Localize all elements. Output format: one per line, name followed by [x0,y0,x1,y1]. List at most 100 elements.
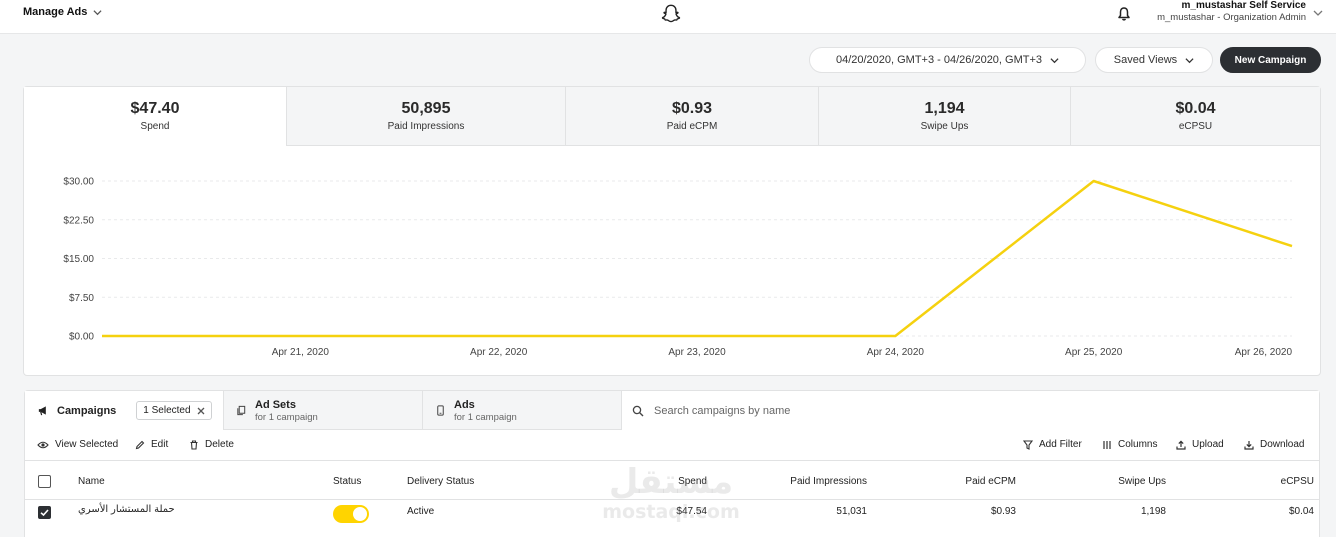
paid-impressions-value: 51,031 [836,506,867,517]
column-header-delivery-status[interactable]: Delivery Status [407,476,475,487]
kpi-value: $47.40 [130,100,180,117]
kpi-tabs: $47.40 Spend 50,895 Paid Impressions $0.… [24,87,1320,146]
upload-icon [1176,440,1186,450]
search-input[interactable] [654,404,1054,417]
column-header-ecpsu[interactable]: eCPSU [1280,476,1314,487]
phone-icon [437,405,444,416]
bell-icon[interactable] [1116,6,1132,22]
edit-button[interactable]: Edit [135,439,168,450]
account-menu[interactable]: m_mustashar Self Service m_mustashar - O… [1157,0,1306,24]
view-selected-button[interactable]: View Selected [37,439,118,450]
kpi-label: Paid eCPM [666,121,718,132]
saved-views-dropdown[interactable]: Saved Views [1095,47,1213,73]
kpi-paid-ecpm[interactable]: $0.93 Paid eCPM [565,87,818,146]
kpi-swipe-ups[interactable]: 1,194 Swipe Ups [818,87,1070,146]
top-bar: Manage Ads m_mustashar Self Service m_mu… [0,0,1336,34]
tab-ads-subtitle: for 1 campaign [454,411,517,423]
upload-button[interactable]: Upload [1176,439,1224,450]
kpi-spend[interactable]: $47.40 Spend [24,87,286,146]
selected-count-label: 1 Selected [143,405,191,416]
new-campaign-button[interactable]: New Campaign [1220,47,1321,73]
y-tick-label: $7.50 [69,293,94,304]
search-icon [632,405,644,416]
account-organization: m_mustashar - Organization Admin [1157,12,1306,23]
spend-line-chart: $0.00 $7.50 $15.00 $22.50 $30.00 Apr 21, 2020… [63,177,1293,359]
view-selected-label: View Selected [55,439,119,450]
manage-ads-menu[interactable]: Manage Ads [23,6,102,18]
tab-campaigns[interactable]: Campaigns 1 Selected [25,391,224,430]
trash-icon [190,439,198,450]
ecpsu-value: $0.04 [1288,506,1314,517]
x-tick-label: Apr 21, 2020 [272,347,330,358]
download-button[interactable]: Download [1244,439,1304,450]
tab-ad-sets-label: Ad Sets [255,398,296,411]
kpi-label: eCPSU [1178,121,1213,132]
campaigns-panel: Campaigns 1 Selected Ad Sets for 1 campa… [24,390,1320,537]
status-toggle[interactable] [333,505,369,523]
tab-ads[interactable]: Ads for 1 campaign [423,391,622,430]
toggle-knob [353,507,367,521]
column-header-paid-ecpm[interactable]: Paid eCPM [965,476,1016,487]
tab-campaigns-label: Campaigns [57,404,117,417]
y-tick-label: $15.00 [63,254,94,265]
date-range-picker[interactable]: 04/20/2020, GMT+3 - 04/26/2020, GMT+3 [809,47,1086,73]
date-range-label: 04/20/2020, GMT+3 - 04/26/2020, GMT+3 [835,54,1043,66]
kpi-paid-impressions[interactable]: 50,895 Paid Impressions [286,87,565,146]
columns-button[interactable]: Columns [1102,439,1157,450]
x-tick-label: Apr 23, 2020 [668,347,726,358]
chevron-down-icon[interactable] [1313,8,1323,18]
tab-ad-sets-subtitle: for 1 campaign [255,411,318,423]
column-header-name[interactable]: Name [78,476,105,487]
delete-button[interactable]: Delete [189,439,234,450]
stats-card: $47.40 Spend 50,895 Paid Impressions $0.… [23,86,1321,376]
upload-label: Upload [1192,439,1224,450]
close-icon[interactable] [197,407,205,415]
add-filter-button[interactable]: Add Filter [1023,439,1082,450]
account-user-name: m_mustashar Self Service [1181,0,1306,11]
table-row[interactable]: حملة المستشار الأسري Active $47.54 51,03… [25,500,1319,537]
select-all-checkbox[interactable] [38,475,51,488]
x-tick-label: Apr 22, 2020 [470,347,528,358]
y-tick-label: $22.50 [63,215,94,226]
check-icon [40,509,49,517]
kpi-label: Swipe Ups [920,121,969,132]
chevron-down-icon [1050,57,1059,63]
kpi-label: Paid Impressions [387,121,465,132]
columns-label: Columns [1118,439,1158,450]
level-tabs: Campaigns 1 Selected Ad Sets for 1 campa… [25,391,1319,430]
download-label: Download [1260,439,1305,450]
chevron-down-icon [93,9,102,15]
columns-icon [1103,440,1111,449]
row-checkbox[interactable] [38,506,51,519]
column-header-status[interactable]: Status [333,476,362,487]
y-tick-label: $30.00 [63,177,94,188]
x-tick-label: Apr 26, 2020 [1235,347,1293,358]
edit-label: Edit [151,439,169,450]
kpi-ecpsu[interactable]: $0.04 eCPSU [1070,87,1320,146]
kpi-value: 1,194 [924,100,965,117]
chevron-down-icon [1185,57,1194,63]
eye-icon [37,441,49,448]
column-header-spend[interactable]: Spend [678,476,707,487]
delivery-status-value: Active [407,506,435,517]
kpi-value: 50,895 [401,100,451,117]
selected-count-chip[interactable]: 1 Selected [136,401,212,420]
paid-ecpm-value: $0.93 [990,506,1016,517]
tab-ad-sets[interactable]: Ad Sets for 1 campaign [224,391,423,430]
kpi-value: $0.04 [1175,100,1216,117]
table-toolbar: View Selected Edit Delete Add Filter Col… [25,431,1319,461]
snapchat-ghost-icon[interactable] [660,3,682,25]
swipe-ups-value: 1,198 [1140,506,1166,517]
campaign-name-link[interactable]: حملة المستشار الأسري [78,504,175,515]
table-header: Name Status Delivery Status Spend Paid I… [25,462,1319,500]
search-box [622,391,1319,430]
column-header-paid-impressions[interactable]: Paid Impressions [790,476,867,487]
kpi-label: Spend [140,121,170,132]
copy-icon [237,405,246,416]
tab-ads-label: Ads [454,398,475,411]
kpi-value: $0.93 [671,100,713,117]
pencil-icon [135,440,145,449]
add-filter-label: Add Filter [1039,439,1082,450]
x-tick-label: Apr 25, 2020 [1065,347,1123,358]
column-header-swipe-ups[interactable]: Swipe Ups [1118,476,1166,487]
